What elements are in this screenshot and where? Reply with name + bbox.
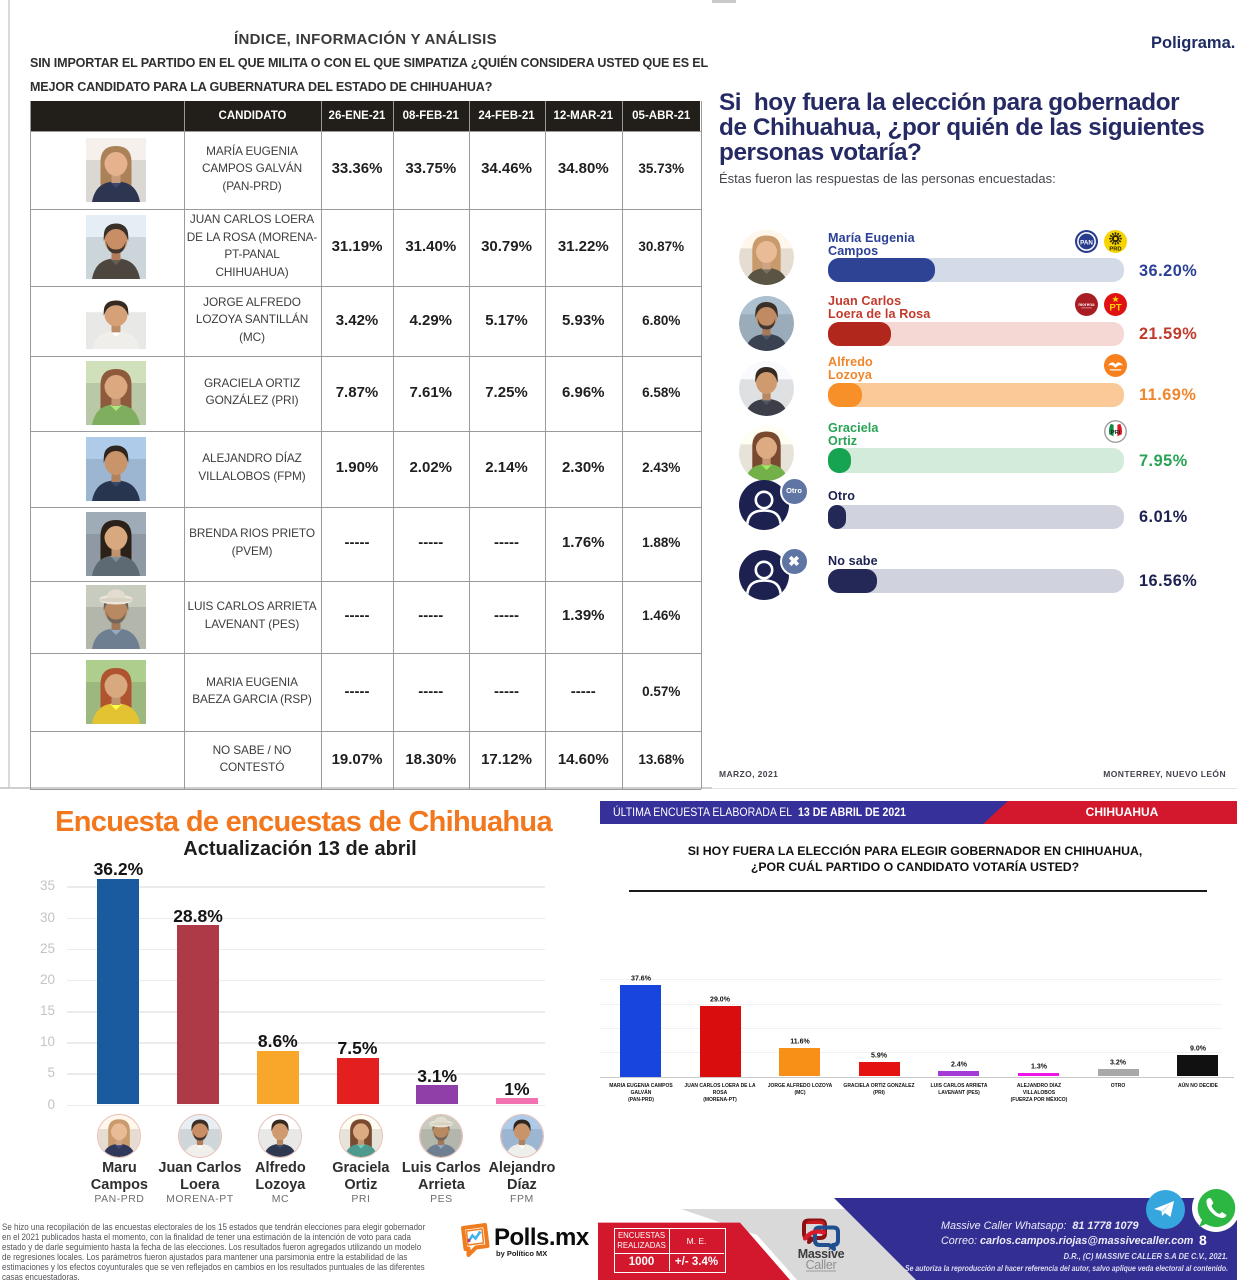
svg-text:PRI: PRI: [1111, 429, 1121, 435]
svg-text:PAN: PAN: [1080, 239, 1093, 246]
svg-text:PT: PT: [1109, 302, 1121, 313]
svg-text:PRD: PRD: [1109, 246, 1121, 252]
svg-text:morena: morena: [1078, 302, 1095, 307]
